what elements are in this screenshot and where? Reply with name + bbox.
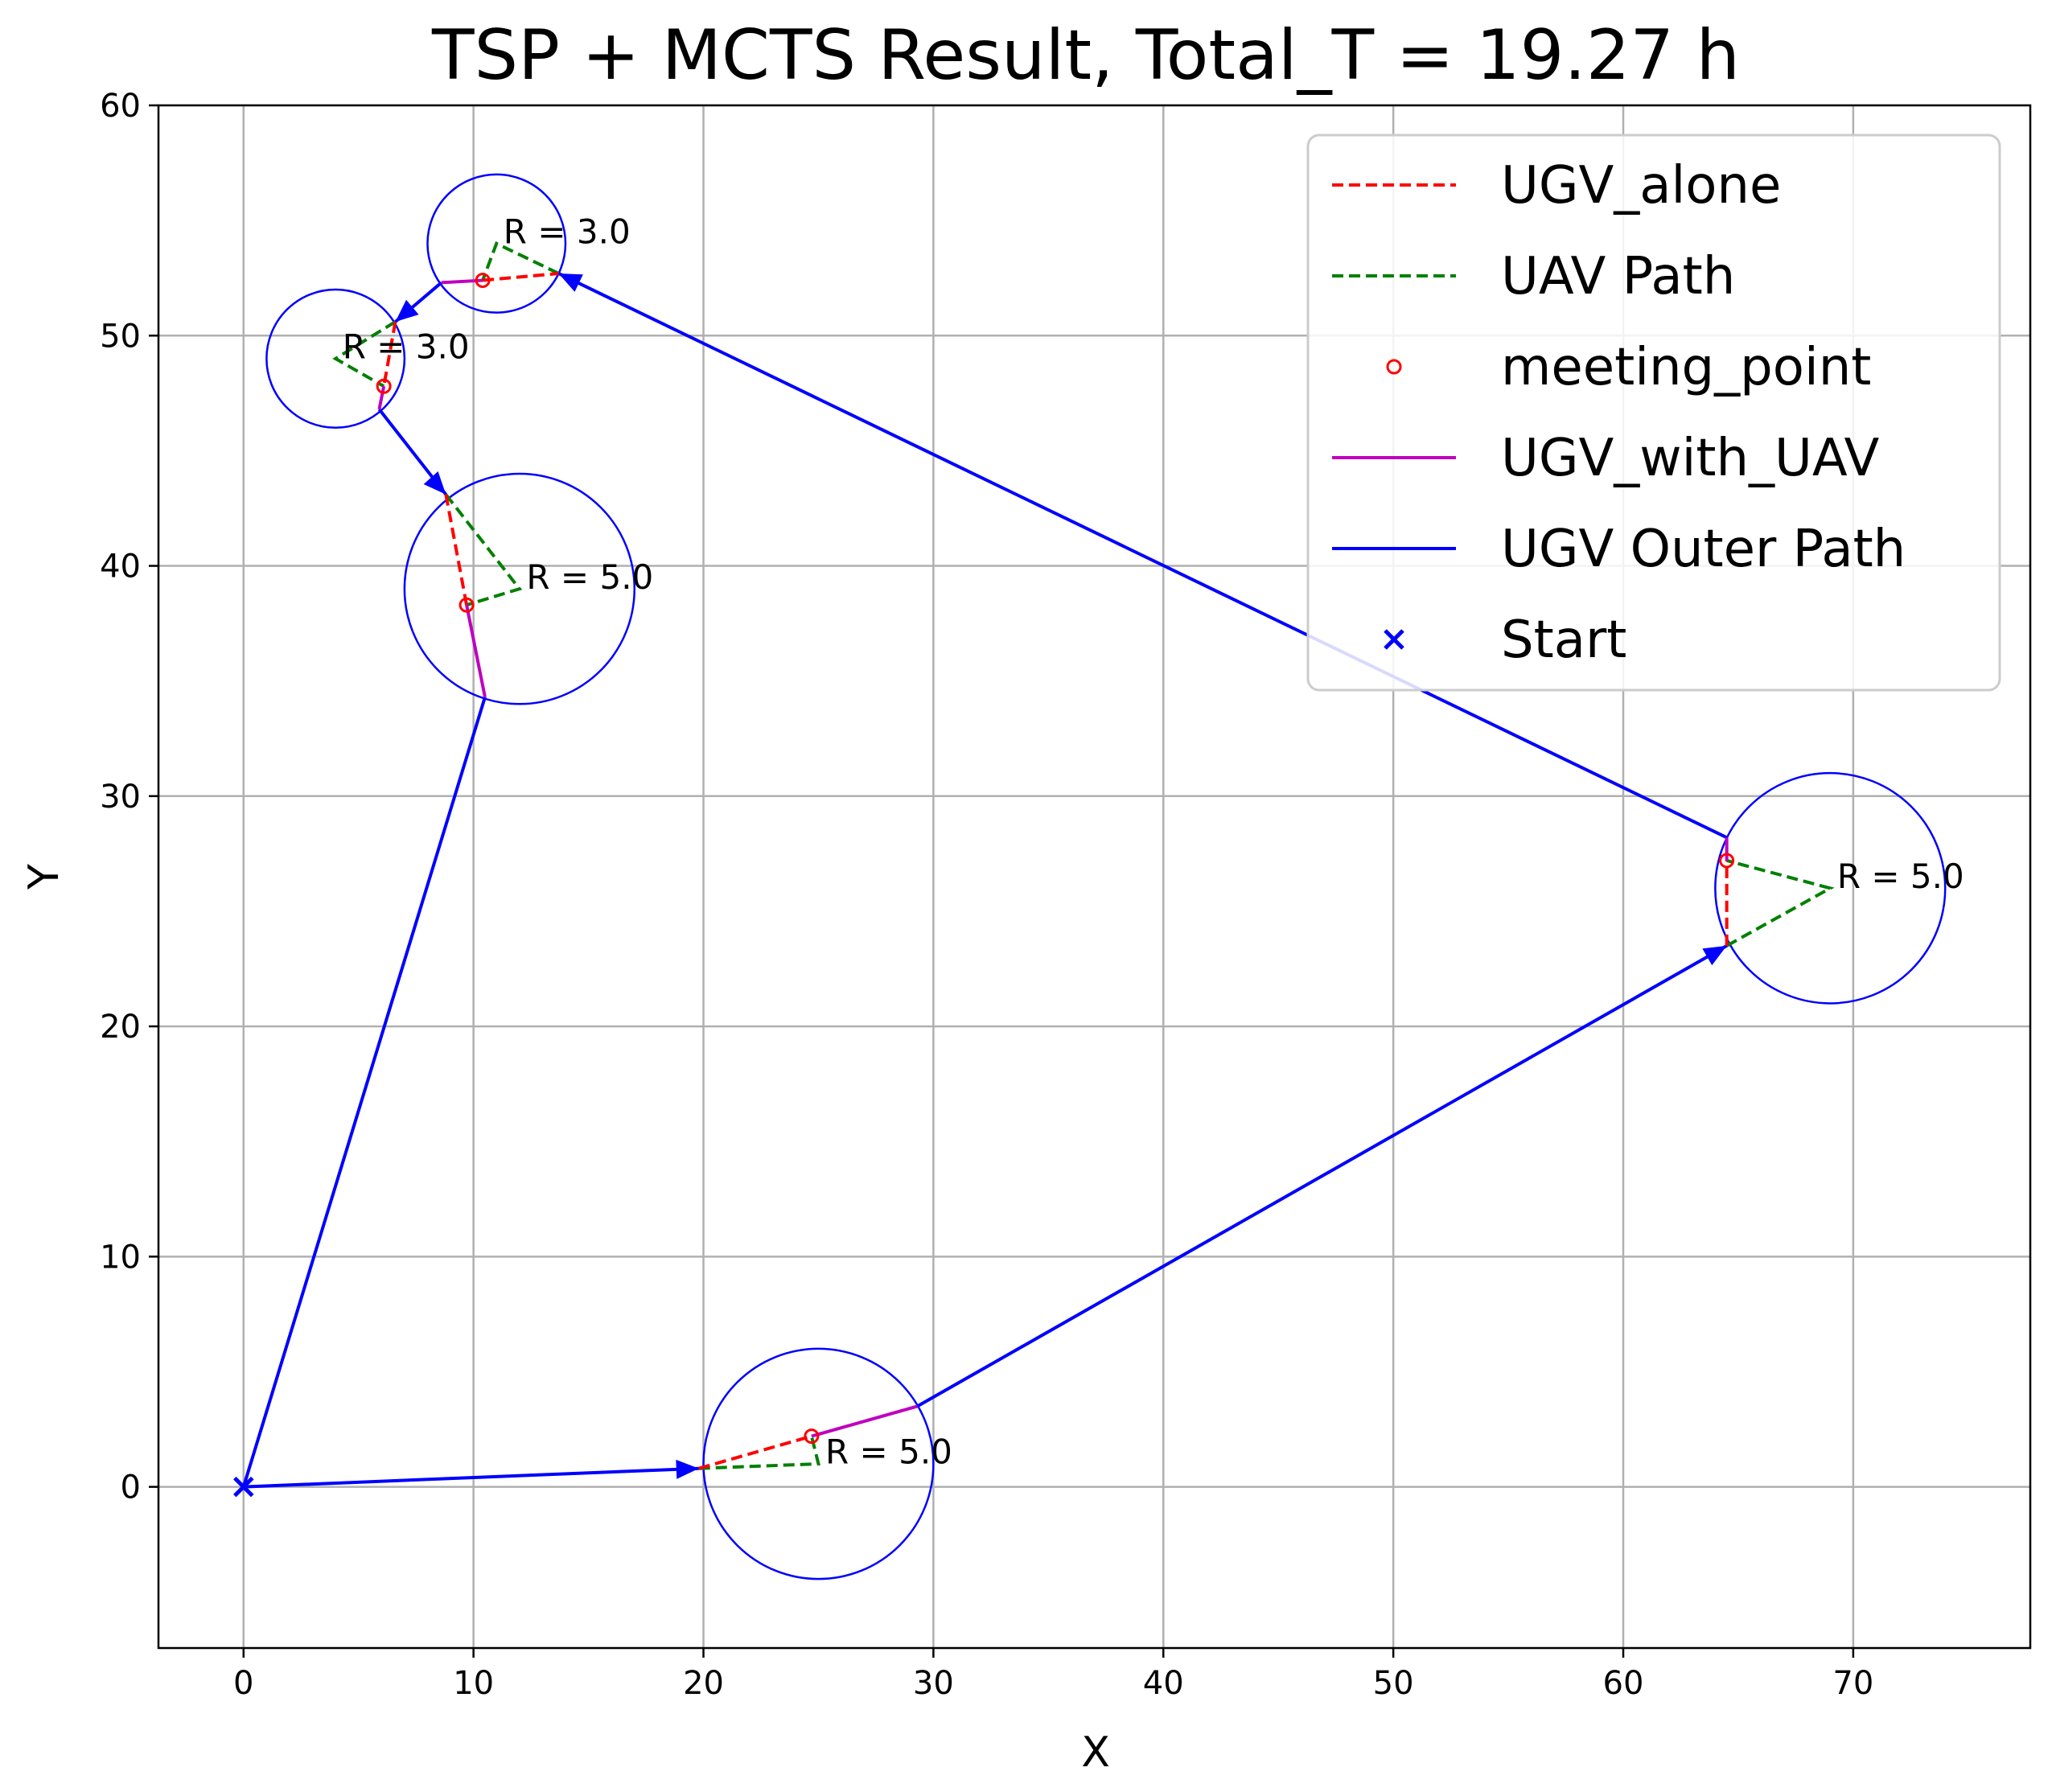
legend-item: UGV Outer Path [1332,520,1906,579]
y-tick-label: 0 [121,1469,141,1506]
legend-item: meeting_point [1386,338,1871,397]
legend-box [1306,134,2001,692]
ugv-outer-path [241,272,1728,1489]
ugv-alone-segment [698,1434,812,1470]
circle-radius-label: R = 3.0 [343,327,470,367]
ugv-alone-segment [382,321,397,387]
ugv-outer-segment [243,1466,699,1489]
meeting-point-marker [804,1428,820,1445]
legend-item: UAV Path [1332,247,1735,306]
start-marker [233,1476,254,1498]
sensing-circle [265,288,406,430]
legend-label: UGV_with_UAV [1501,429,1880,488]
sensing-circle [1714,771,1947,1005]
circle-radius-label: R = 5.0 [526,557,653,597]
arrowhead [395,299,419,323]
y-tick-label: 30 [100,779,141,816]
legend-label: UGV Outer Path [1501,520,1906,579]
ugv-alone-segment [482,271,559,282]
y-tick-label: 60 [100,88,141,125]
legend-label: Start [1501,610,1626,670]
ugv-outer-segment [916,944,1728,1408]
axis-ticks: 0 10 20 30 40 50 60 70 0 10 20 30 40 50 60 [100,88,1873,1702]
legend-label: UGV_alone [1501,156,1781,216]
arrowhead [1702,945,1727,966]
arrowhead [423,471,446,495]
uav-path [698,1436,820,1470]
direction-arrows [395,273,1727,1479]
sensing-circle [403,472,636,705]
x-tick-label: 20 [683,1665,724,1702]
x-tick-label: 70 [1832,1665,1873,1702]
legend-items: UGV_alone UAV Path meeting_point UGV_with_U… [1332,156,1906,670]
ugv-alone-paths [382,271,1729,1470]
circle-radius-label: R = 5.0 [1837,857,1964,896]
y-axis-label: Y [20,864,68,890]
ugv-with-uav-segment [377,385,386,410]
circle-radius-label: R = 3.0 [504,212,631,251]
arrowhead [676,1459,699,1479]
legend-label: meeting_point [1501,338,1871,397]
x-tick-label: 60 [1603,1665,1644,1702]
plot-frame [157,104,2032,1650]
meeting-point-marker [1719,853,1735,869]
uav-path [332,320,397,388]
uav-path [1725,859,1835,947]
legend-item: UGV_with_UAV [1332,429,1880,488]
ugv-with-uav-segment [465,604,487,698]
sensing-circle [426,173,567,314]
chart-title: TSP + MCTS Result, Total_T = 19.27 h [431,15,1740,96]
y-tick-label: 20 [100,1009,141,1046]
meeting-points [376,273,1735,1445]
y-tick-label: 50 [100,318,141,355]
legend-item: UGV_alone [1332,156,1781,216]
uav-paths [332,241,1835,1470]
start-marker-x [233,1476,254,1498]
uav-path [444,493,523,607]
ugv-with-uav-segment [811,1404,918,1438]
x-tick-label: 30 [913,1665,954,1702]
uav-path [481,241,560,282]
x-tick-label: 10 [453,1665,494,1702]
circle-radius-label: R = 5.0 [825,1432,952,1472]
meeting-point-marker [459,597,475,613]
x-tick-label: 40 [1143,1665,1184,1702]
meeting-point-marker [475,273,491,289]
x-tick-label: 0 [233,1665,253,1702]
legend-item: Start [1384,610,1626,670]
ugv-outer-segment [241,697,487,1488]
legend: UGV_alone UAV Path meeting_point UGV_with_U… [1306,134,2001,692]
meeting-point-marker [376,378,392,394]
sensing-circle [702,1347,935,1580]
circle-labels: R = 5.0 R = 5.0 R = 3.0 R = 3.0 R = 5.0 [343,212,1964,1471]
x-tick-label: 50 [1373,1665,1414,1702]
ugv-alone-segment [444,494,469,606]
legend-swatch-meeting-point [1386,359,1402,375]
y-tick-label: 10 [100,1239,141,1276]
arrowhead [558,273,583,292]
y-tick-label: 40 [100,549,141,586]
legend-swatch-start [1384,629,1404,650]
x-axis-label: X [1081,1728,1110,1777]
sensing-circles [265,173,1947,1580]
ugv-outer-segment [557,272,1728,840]
legend-label: UAV Path [1501,247,1735,306]
